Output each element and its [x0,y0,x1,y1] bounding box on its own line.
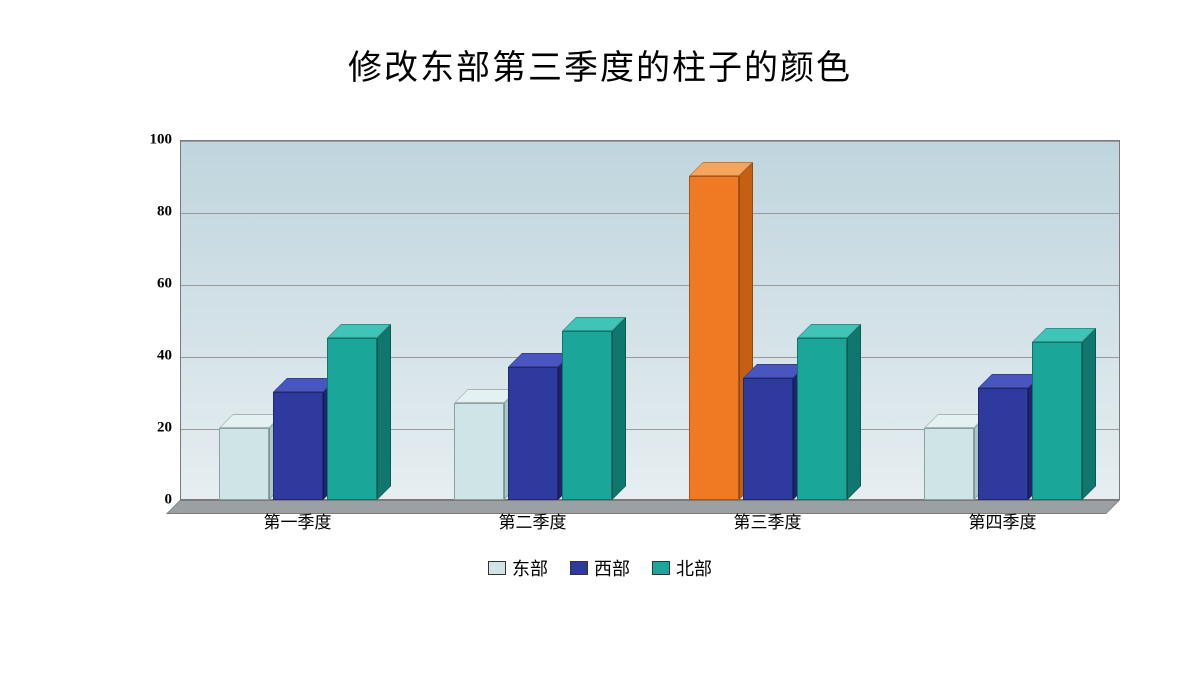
x-tick-label: 第二季度 [499,508,567,533]
bar-side [847,324,861,500]
bar-front [978,388,1028,500]
x-tick-label: 第一季度 [264,508,332,533]
bar-front [454,403,504,500]
legend-swatch [488,561,506,575]
bar [562,331,612,500]
bar-front [689,176,739,500]
bar [1032,342,1082,500]
y-axis-labels: 020406080100 [120,140,172,500]
y-tick-label: 40 [124,348,172,365]
y-tick-label: 80 [124,204,172,221]
bar [924,428,974,500]
bar-front [273,392,323,500]
bar-front [508,367,558,500]
y-tick-label: 20 [124,420,172,437]
y-tick-label: 60 [124,276,172,293]
bar-front [743,378,793,500]
bar-side [1082,328,1096,500]
legend: 东部 西部 北部 [488,555,712,581]
bar [219,428,269,500]
legend-item: 东部 [488,555,548,581]
x-tick-label: 第三季度 [734,508,802,533]
legend-item: 北部 [652,555,712,581]
legend-label: 北部 [676,555,712,581]
bar [743,378,793,500]
legend-item: 西部 [570,555,630,581]
x-axis-labels: 第一季度 第二季度 第三季度 第四季度 [180,508,1120,532]
x-tick-label: 第四季度 [969,508,1037,533]
bar-front [327,338,377,500]
chart-title: 修改东部第三季度的柱子的颜色 [0,0,1200,89]
chart: 020406080100 第一季度第二季度第三季度第四季度 [120,140,1120,540]
legend-swatch [570,561,588,575]
bar [508,367,558,500]
bar [327,338,377,500]
bar-side [377,324,391,500]
bar-front [797,338,847,500]
legend-label: 东部 [512,555,548,581]
bar-front [562,331,612,500]
bar-front [924,428,974,500]
y-tick-label: 100 [124,132,172,149]
legend-label: 西部 [594,555,630,581]
bar-front [219,428,269,500]
bar [454,403,504,500]
bar-front [1032,342,1082,500]
bar [689,176,739,500]
bar-side [612,317,626,500]
bar [978,388,1028,500]
legend-swatch [652,561,670,575]
bar [797,338,847,500]
bars-layer [180,140,1120,500]
y-tick-label: 0 [124,492,172,509]
bar [273,392,323,500]
